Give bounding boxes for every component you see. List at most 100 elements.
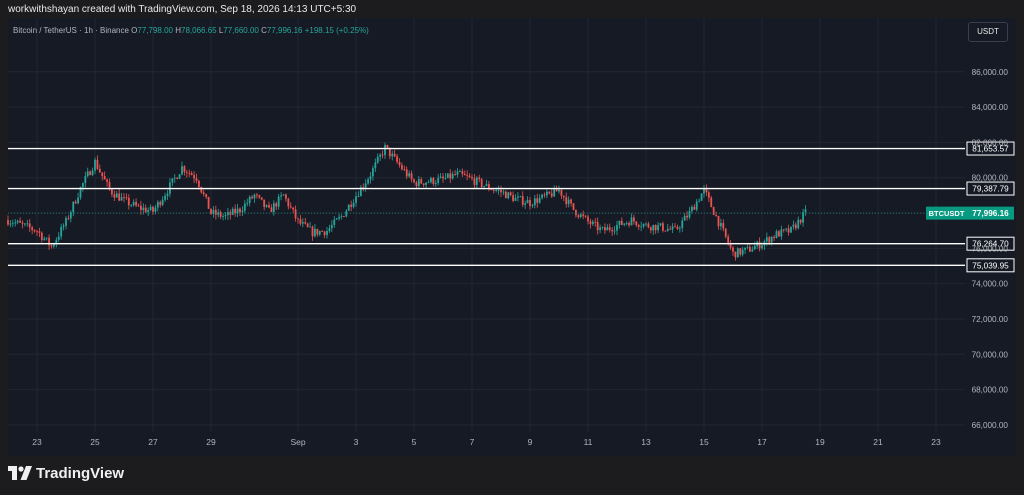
candle-body-136	[335, 218, 338, 220]
low-value: 77,660.00	[223, 26, 259, 35]
symbol-legend[interactable]: Bitcoin / TetherUS · 1h · Binance O77,79…	[13, 26, 369, 35]
x-tick-label-4: Sep	[290, 437, 305, 447]
candle-body-208	[509, 192, 512, 196]
price-axis[interactable]: 66,000.00 68,000.00 70,000.00 72,000.00 74,0…	[972, 68, 1009, 430]
candle-body-109	[270, 207, 273, 213]
level-label-3: 75,039.95	[972, 261, 1009, 270]
candlestick-series	[7, 142, 807, 261]
candle-body-41	[106, 179, 108, 182]
time-axis[interactable]: 23 25 27 29 Sep 3 5 7 9 11 13 15 17 19 21 23	[32, 437, 941, 447]
candle-body-244	[596, 222, 599, 231]
candle-body-273	[666, 228, 669, 231]
candle-body-86	[214, 209, 217, 215]
candle-body-178	[437, 177, 440, 184]
level-label-box-0	[966, 141, 1015, 156]
candle-body-138	[340, 216, 343, 217]
candle-body-64	[161, 199, 164, 205]
candle-body-257	[628, 223, 630, 226]
candle-body-240	[587, 216, 589, 222]
candle-body-56	[142, 207, 145, 210]
candle-body-305	[744, 247, 746, 250]
candle-body-130	[321, 231, 324, 232]
candle-body-318	[775, 231, 778, 238]
candle-body-141	[347, 204, 350, 211]
candle-body-60	[152, 206, 154, 212]
candle-body-188	[461, 171, 464, 174]
candle-body-284	[693, 206, 696, 210]
candle-body-24	[65, 217, 67, 226]
candle-body-43	[111, 189, 113, 195]
candle-body-16	[45, 237, 48, 239]
candle-body-233	[570, 199, 572, 204]
candle-body-166	[408, 173, 411, 177]
candle-body-134	[330, 224, 333, 229]
candle-body-156	[384, 144, 386, 156]
candle-body-32	[84, 176, 87, 184]
candle-body-260	[635, 221, 638, 226]
candle-body-239	[584, 215, 587, 217]
candle-body-83	[207, 196, 210, 209]
candle-body-179	[439, 176, 442, 178]
candle-body-0	[7, 220, 9, 225]
candle-body-120	[297, 218, 299, 220]
candle-body-70	[176, 177, 179, 179]
candle-body-246	[601, 227, 604, 229]
candle-body-316	[770, 236, 773, 243]
candle-body-94	[234, 208, 237, 214]
candle-body-247	[604, 227, 606, 231]
candle-body-171	[420, 179, 423, 184]
candle-body-186	[456, 171, 459, 175]
candle-body-205	[502, 191, 505, 193]
open-value: 77,798.00	[137, 26, 173, 35]
candle-body-184	[451, 173, 454, 179]
candle-body-29	[77, 197, 79, 204]
y-tick-label-7: 80,000.00	[972, 174, 1009, 183]
candle-body-18	[50, 245, 53, 247]
candle-body-125	[309, 226, 311, 228]
candle-body-76	[190, 173, 193, 176]
candle-body-225	[550, 193, 553, 197]
low-label: L	[218, 26, 224, 35]
candle-body-121	[299, 219, 302, 224]
candle-body-281	[686, 215, 688, 218]
candle-body-252	[616, 224, 618, 231]
candle-body-149	[367, 179, 369, 184]
candle-body-262	[640, 226, 643, 228]
y-tick-label-10: 86,000.00	[972, 68, 1009, 77]
candle-body-288	[703, 187, 705, 194]
candle-body-292	[712, 207, 715, 215]
candle-body-11	[33, 230, 36, 232]
candle-body-51	[130, 205, 133, 206]
candle-body-299	[729, 243, 732, 248]
candle-body-108	[268, 205, 270, 208]
candle-body-234	[572, 203, 575, 210]
chart-credit: workwithshayan created with TradingView.…	[8, 4, 357, 15]
candle-body-214	[524, 203, 527, 205]
currency-button[interactable]: USDT	[968, 22, 1008, 42]
candle-body-58	[147, 210, 150, 213]
horizontal-levels[interactable]: 81,653.57 79,387.79 76,264.70 75,039.95	[8, 141, 1015, 273]
candle-body-277	[676, 226, 679, 229]
candle-body-147	[362, 187, 365, 188]
candle-body-254	[620, 220, 623, 225]
chart-panel[interactable]	[8, 18, 1016, 456]
candle-body-33	[86, 171, 89, 177]
candle-body-258	[630, 217, 633, 226]
candle-body-127	[314, 228, 316, 237]
candle-body-219	[536, 198, 539, 203]
candle-body-6	[21, 222, 24, 224]
candle-body-5	[19, 220, 21, 223]
candle-body-181	[444, 177, 447, 179]
candle-body-131	[323, 231, 326, 236]
candle-body-9	[28, 223, 31, 228]
candle-body-113	[280, 195, 282, 197]
last-price-text: 77,996.16	[972, 209, 1009, 218]
candle-body-50	[127, 197, 130, 206]
close-label: C	[261, 26, 267, 35]
candle-body-243	[594, 221, 597, 223]
x-tick-label-0: 23	[32, 437, 42, 447]
candle-body-148	[364, 183, 367, 188]
candle-body-327	[797, 219, 800, 229]
candle-body-111	[275, 203, 278, 207]
